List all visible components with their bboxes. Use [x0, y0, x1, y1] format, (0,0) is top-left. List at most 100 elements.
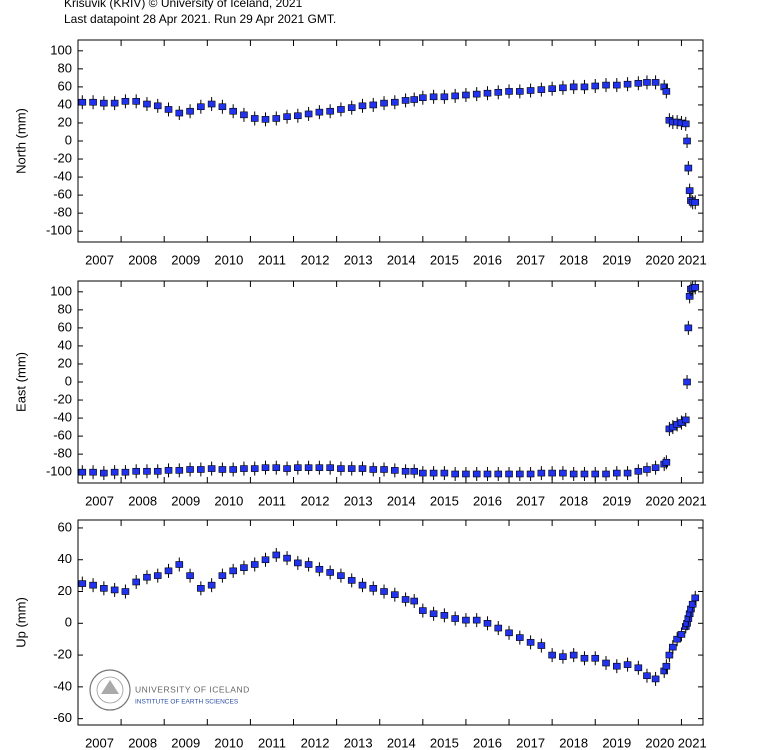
data-point — [410, 96, 419, 103]
plot-frame — [77, 519, 704, 726]
data-point — [612, 469, 621, 477]
data-point — [683, 378, 691, 386]
data-point — [218, 466, 227, 473]
data-point — [516, 470, 524, 478]
data-point — [419, 469, 427, 477]
data-point — [612, 662, 621, 670]
data-point — [132, 98, 140, 105]
y-tick-label: -40 — [53, 169, 72, 184]
data-point — [685, 293, 694, 300]
data-point — [391, 591, 399, 598]
y-tick-label: 20 — [58, 114, 72, 129]
data-point — [643, 672, 651, 680]
x-tick-label: 2014 — [387, 735, 416, 750]
x-tick-label: 2011 — [258, 735, 286, 750]
data-point — [250, 465, 259, 472]
data-point — [419, 94, 427, 102]
data-point — [401, 467, 410, 475]
data-point — [164, 106, 173, 113]
data-point — [294, 112, 302, 120]
data-point — [304, 464, 313, 471]
data-point — [294, 559, 302, 567]
data-point — [684, 324, 693, 332]
data-point — [651, 675, 660, 683]
data-point — [315, 565, 324, 573]
data-point — [315, 464, 324, 471]
x-tick-label: 2011 — [258, 252, 286, 267]
data-point — [153, 467, 162, 475]
x-tick-label: 2013 — [344, 252, 373, 267]
data-point — [89, 98, 97, 106]
y-tick-label: -60 — [53, 710, 72, 725]
data-point — [143, 467, 151, 475]
x-tick-label: 2017 — [516, 493, 545, 508]
y-tick-label: 20 — [58, 583, 72, 598]
x-tick-label: 2008 — [128, 252, 157, 267]
x-tick-label: 2010 — [214, 252, 243, 267]
y-tick-label: 0 — [65, 132, 72, 147]
x-tick-label: 2019 — [602, 735, 631, 750]
x-tick-label: 2009 — [171, 735, 200, 750]
data-point — [662, 88, 671, 95]
data-point — [688, 600, 697, 608]
x-tick-label: 2015 — [430, 252, 459, 267]
logo-seal — [89, 669, 131, 711]
data-point — [580, 654, 589, 662]
data-point — [78, 580, 87, 587]
data-point — [643, 466, 651, 473]
data-point — [175, 561, 184, 568]
data-point — [691, 594, 700, 602]
y-tick-label: 0 — [65, 373, 72, 388]
data-point — [410, 597, 419, 605]
plot-frame — [77, 280, 704, 484]
x-tick-label: 2010 — [214, 735, 243, 750]
data-point — [591, 654, 600, 662]
data-point — [516, 88, 524, 95]
y-tick-label: 40 — [58, 337, 72, 352]
header-line: Krisuvik (KRIV) © University of Iceland,… — [64, 0, 303, 10]
data-point — [250, 115, 259, 122]
data-point — [186, 572, 194, 579]
data-point — [537, 469, 546, 477]
y-tick-label: -20 — [53, 391, 72, 406]
y-tick-label: -40 — [53, 410, 72, 425]
header-line: Last datapoint 28 Apr 2021. Run 29 Apr 2… — [64, 12, 336, 26]
data-point — [612, 81, 621, 89]
data-point — [623, 661, 632, 668]
y-tick-label: 40 — [58, 551, 72, 566]
data-point — [526, 639, 535, 646]
data-point — [401, 596, 410, 603]
y-tick-label: 60 — [58, 319, 72, 334]
x-tick-label: 2009 — [171, 493, 200, 508]
data-point — [89, 468, 97, 476]
panel: North (mm) 100 80 60 40 20 0 -20 -40 -60 -80 -100 20… — [13, 39, 707, 267]
data-point — [429, 469, 438, 477]
data-point — [681, 120, 690, 128]
data-point — [669, 643, 677, 651]
data-point — [164, 467, 173, 474]
data-point — [526, 470, 535, 478]
data-point — [559, 653, 567, 660]
x-tick-label: 2015 — [430, 493, 459, 508]
x-tick-label: 2015 — [430, 735, 459, 750]
data-point — [132, 467, 140, 475]
y-tick-label: 40 — [58, 96, 72, 111]
data-point — [462, 470, 470, 478]
data-point — [369, 585, 378, 592]
panel: Up (mm) 60 40 20 0 -20 -40 -60 2007 2008 2009 2010 2… — [13, 519, 706, 750]
y-tick-label: -80 — [53, 446, 72, 461]
x-tick-label: 2019 — [602, 252, 631, 267]
data-point — [347, 104, 356, 111]
data-point — [662, 458, 671, 466]
data-point — [110, 468, 119, 476]
x-tick-label: 2010 — [214, 493, 243, 508]
data-point — [143, 100, 151, 108]
x-tick-label: 2012 — [301, 493, 330, 508]
x-tick-label: 2018 — [559, 493, 588, 508]
data-point — [602, 659, 610, 667]
data-point — [229, 466, 237, 473]
y-tick-label: -20 — [53, 647, 72, 662]
data-point — [240, 111, 248, 119]
x-tick-label: 2019 — [602, 493, 631, 508]
